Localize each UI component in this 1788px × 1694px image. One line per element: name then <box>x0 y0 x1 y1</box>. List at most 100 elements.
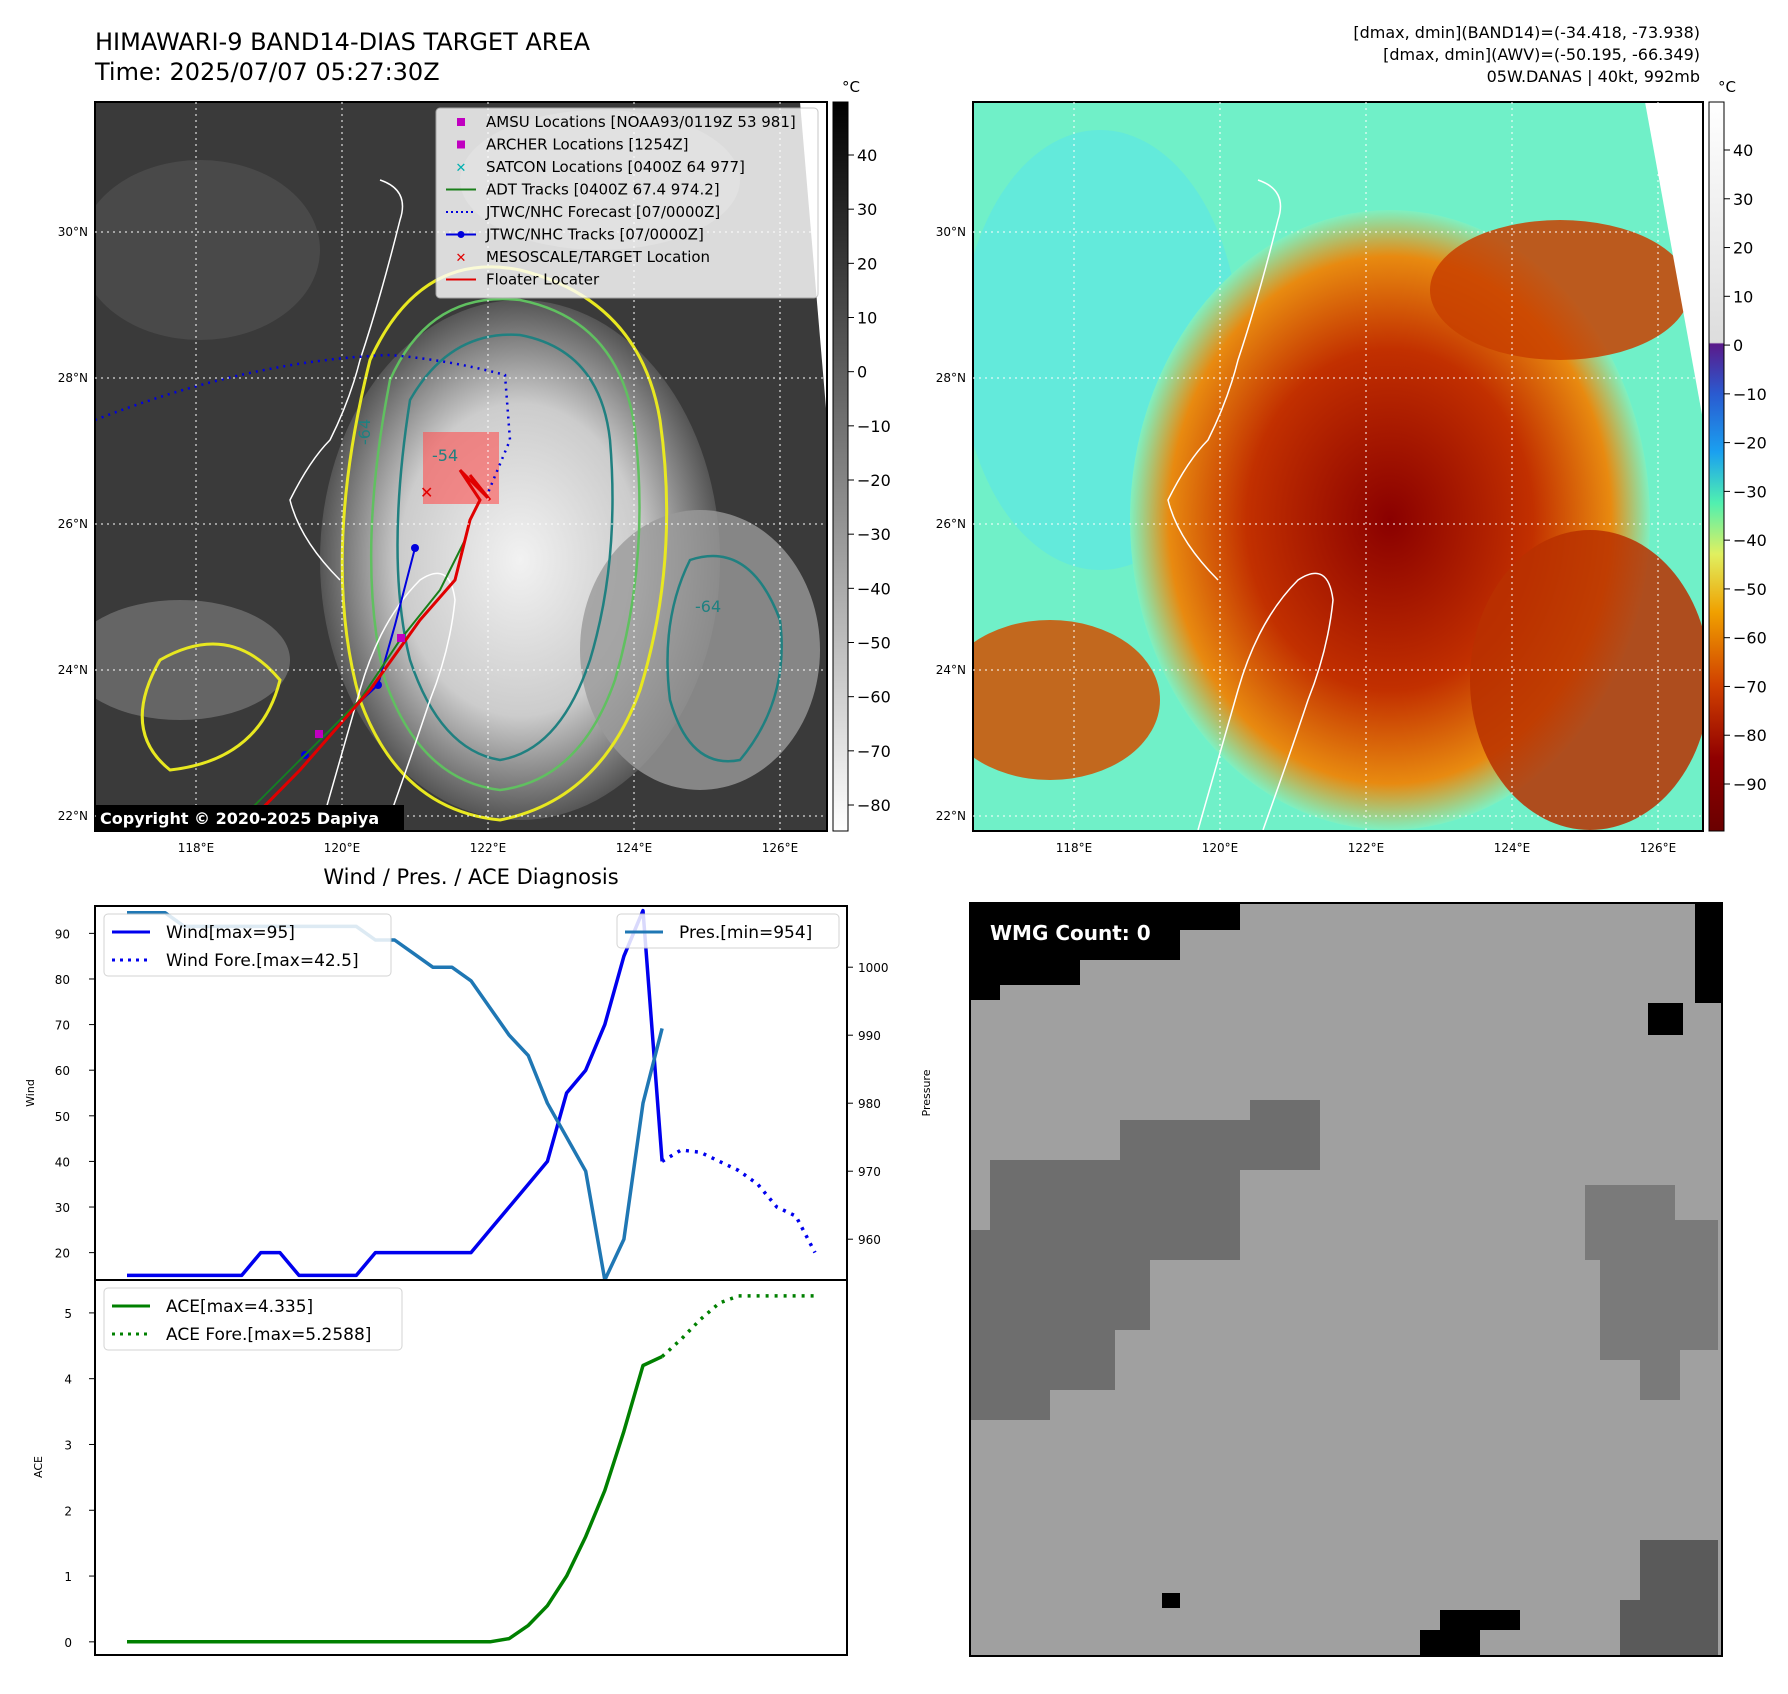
wmg-black-region <box>1648 1003 1683 1035</box>
col-cbar-tick-label: −60 <box>1733 629 1767 648</box>
info-storm: 05W.DANAS | 40kt, 992mb <box>1487 67 1700 86</box>
map-legend-swatch: ✕ <box>456 251 467 266</box>
ace-tick-label: 2 <box>64 1504 72 1518</box>
map-legend-label: JTWC/NHC Tracks [07/0000Z] <box>485 226 704 244</box>
ir-colorbar-unit: °C <box>842 78 860 96</box>
col-cbar-tick-label: −40 <box>1733 531 1767 550</box>
series-ace-line <box>127 1355 663 1644</box>
figure-time: Time: 2025/07/07 05:27:30Z <box>94 58 440 86</box>
color-colorbar-unit: °C <box>1718 78 1736 96</box>
ir-cbar-tick-label: 40 <box>857 146 877 165</box>
lat-label: 26°N <box>936 517 966 531</box>
coastline-china <box>1167 179 1282 581</box>
ir-map-panel: -54 -64 -64 ✕ <box>58 101 828 855</box>
col-cbar-tick-label: −10 <box>1733 385 1767 404</box>
color-cloud-band <box>1470 530 1703 830</box>
wmg-frame <box>969 902 1723 1657</box>
adt-track <box>249 539 466 811</box>
ir-cloud-patch <box>95 160 320 340</box>
ace-tick-label: 4 <box>64 1373 72 1387</box>
copyright-text: Copyright © 2020-2025 Dapiya <box>100 809 379 828</box>
info-awv: [dmax, dmin](AWV)=(-50.195, -66.349) <box>1383 45 1700 64</box>
lon-label: 118°E <box>1056 841 1093 855</box>
wind-pressure-plot: Wind Pressure 20 30 40 50 60 70 80 90 960 970 980… <box>24 905 933 1282</box>
map-legend-swatch <box>457 231 465 238</box>
color-cloud-band <box>1430 220 1690 360</box>
col-cbar-tick-label: −30 <box>1733 482 1767 501</box>
ace-tick-label: 0 <box>64 1636 72 1650</box>
ace-legend-label: ACE[max=4.335] <box>166 1297 313 1317</box>
color-lat-labels: 30°N 28°N 26°N 24°N 22°N <box>936 225 966 823</box>
wind-tick-label: 70 <box>55 1019 70 1033</box>
ir-cbar-tick-label: 0 <box>857 363 867 382</box>
col-cbar-tick-label: 40 <box>1733 141 1753 160</box>
pressure-legend-box <box>616 913 840 949</box>
ace-tick-label: 3 <box>64 1438 72 1452</box>
ace-tick-label: 1 <box>64 1570 72 1584</box>
pressure-tick-label: 990 <box>858 1029 881 1043</box>
wmg-panel: WMG Count: 0 <box>969 902 1723 1657</box>
lat-label: 22°N <box>58 809 88 823</box>
ir-colorbar: °C 40 30 20 10 0 −10 −20 −30 −40 −50 −60 −70 −80 <box>832 78 891 832</box>
map-legend-swatch: ✕ <box>456 161 467 176</box>
floater-track <box>238 468 492 831</box>
map-legend-label: JTWC/NHC Forecast [07/0000Z] <box>485 203 720 221</box>
target-location-marker: ✕ <box>420 483 433 502</box>
ir-cbar-tick-label: −40 <box>857 579 891 598</box>
map-legend-swatch <box>457 118 465 126</box>
target-box <box>423 432 499 504</box>
wmg-dark-region <box>1620 1540 1718 1656</box>
lon-label: 120°E <box>324 841 361 855</box>
wind-tick-label: 50 <box>55 1110 70 1124</box>
lat-label: 30°N <box>936 225 966 239</box>
contour-yellow-west <box>140 642 282 772</box>
ace-ylabel: ACE <box>32 1456 45 1478</box>
color-colorbar-bar <box>1708 101 1725 832</box>
series-wind-forecast-line <box>661 1148 817 1254</box>
col-cbar-tick-label: −50 <box>1733 580 1767 599</box>
coastline-china <box>289 179 404 581</box>
map-legend: AMSU Locations [NOAA93/0119Z 53 981] ARCH… <box>435 107 819 299</box>
color-map-frame <box>972 101 1704 832</box>
ir-cbar-tick-label: −50 <box>857 634 891 653</box>
map-legend-label: AMSU Locations [NOAA93/0119Z 53 981] <box>486 113 796 131</box>
lon-label: 122°E <box>1348 841 1385 855</box>
lat-label: 26°N <box>58 517 88 531</box>
ace-legend-box <box>103 1287 403 1351</box>
wind-tick-label: 30 <box>55 1201 70 1215</box>
copyright-box <box>96 805 404 831</box>
map-legend-label: ADT Tracks [0400Z 67.4 974.2] <box>486 181 720 199</box>
wmg-black-region <box>970 903 1240 1000</box>
color-map-panel: 118°E 120°E 122°E 124°E 126°E 30°N 28°N … <box>936 101 1704 855</box>
ir-cbar-tick-label: −60 <box>857 688 891 707</box>
ir-cbar-tick-label: 10 <box>857 309 877 328</box>
ace-plot: ACE 0 1 2 3 4 5 ACE[max=4.335] ACE Fore.[max=… <box>32 1279 848 1656</box>
ir-cbar-tick-label: −70 <box>857 742 891 761</box>
lon-label: 122°E <box>470 841 507 855</box>
wmg-count-label: WMG Count: 0 <box>990 921 1151 945</box>
contour-label: -54 <box>432 446 458 465</box>
wind-tick-label: 80 <box>55 973 70 987</box>
series-wind-line <box>127 908 664 1278</box>
figure-title: HIMAWARI-9 BAND14-DIAS TARGET AREA <box>95 28 591 56</box>
ace-legend: ACE[max=4.335] ACE Fore.[max=5.2588] <box>103 1287 403 1351</box>
pressure-legend-label: Pres.[min=954] <box>679 923 812 943</box>
ir-cbar-tick-label: −20 <box>857 471 891 490</box>
wind-fore-legend-label: Wind Fore.[max=42.5] <box>166 951 359 971</box>
map-legend-label: Floater Locater <box>486 271 600 289</box>
ir-cbar-tick-label: 20 <box>857 254 877 273</box>
pressure-legend: Pres.[min=954] <box>616 913 840 949</box>
ir-cbar-tick-label: 30 <box>857 200 877 219</box>
wmg-black-region <box>1420 1610 1520 1656</box>
ace-fore-legend-label: ACE Fore.[max=5.2588] <box>166 1325 371 1345</box>
ir-lat-labels: 30°N 28°N 26°N 24°N 22°N <box>58 225 88 823</box>
coastline-taiwan <box>319 572 456 831</box>
pressure-tick-label: 980 <box>858 1097 881 1111</box>
wind-legend-box <box>103 913 392 977</box>
col-cbar-tick-label: 10 <box>1733 287 1753 306</box>
lon-label: 124°E <box>1494 841 1531 855</box>
color-nodata-region <box>1645 102 1703 420</box>
map-legend-label: SATCON Locations [0400Z 64 977] <box>486 158 745 176</box>
lat-label: 24°N <box>936 663 966 677</box>
